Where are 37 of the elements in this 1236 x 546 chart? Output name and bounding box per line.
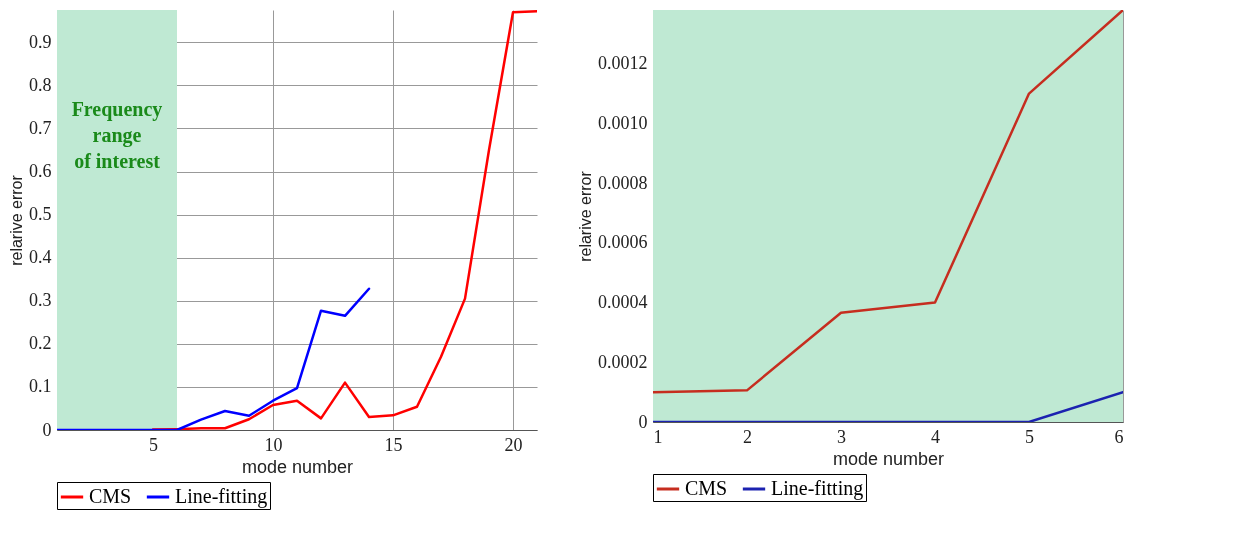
y-tick-label: 0.0004 [598, 292, 648, 313]
x-tick-label: 2 [743, 426, 752, 447]
legend-label: Line-fitting [771, 477, 864, 500]
legend-label: CMS [89, 485, 132, 507]
line-series [57, 287, 371, 430]
y-tick-label: 0.1 [29, 376, 52, 397]
y-tick-label: 0.6 [29, 161, 52, 182]
y-tick-label: 0.0006 [598, 232, 648, 253]
y-tick-label: 0.5 [29, 204, 52, 225]
x-tick-label: 5 [1025, 426, 1034, 447]
y-tick-label: 0 [42, 419, 52, 440]
y-tick-label: 0.0012 [598, 53, 648, 74]
y-tick-label: 0.0008 [598, 172, 648, 193]
x-tick-label: 6 [1114, 426, 1124, 447]
x-tick-label: 15 [384, 434, 403, 455]
y-axis-title: relarive error [8, 174, 25, 266]
x-tick-label: 20 [504, 434, 523, 455]
x-tick-label: 4 [931, 426, 940, 447]
x-tick-label: 3 [837, 426, 846, 447]
x-axis-title: mode number [241, 456, 354, 477]
x-tick-label: 1 [653, 426, 663, 447]
legend-label: CMS [685, 477, 728, 499]
x-tick-label: 5 [149, 434, 158, 455]
y-tick-label: 0 [638, 411, 648, 432]
x-tick-label: 10 [264, 434, 283, 455]
y-tick-label: 0.8 [29, 74, 52, 95]
y-tick-label: 0.2 [29, 333, 52, 354]
y-tick-label: 0.7 [29, 117, 52, 138]
y-tick-label: 0.9 [29, 31, 52, 52]
band-label: Frequency range of interest [71, 98, 163, 172]
y-tick-label: 0.4 [29, 247, 52, 268]
y-tick-label: 0.0002 [598, 351, 648, 372]
y-tick-label: 0.0010 [598, 112, 648, 133]
y-tick-label: 0.3 [29, 290, 52, 311]
legend-label: Line-fitting [175, 485, 268, 508]
x-axis-title: mode number [832, 448, 945, 469]
y-axis-title: relarive error [577, 170, 594, 262]
